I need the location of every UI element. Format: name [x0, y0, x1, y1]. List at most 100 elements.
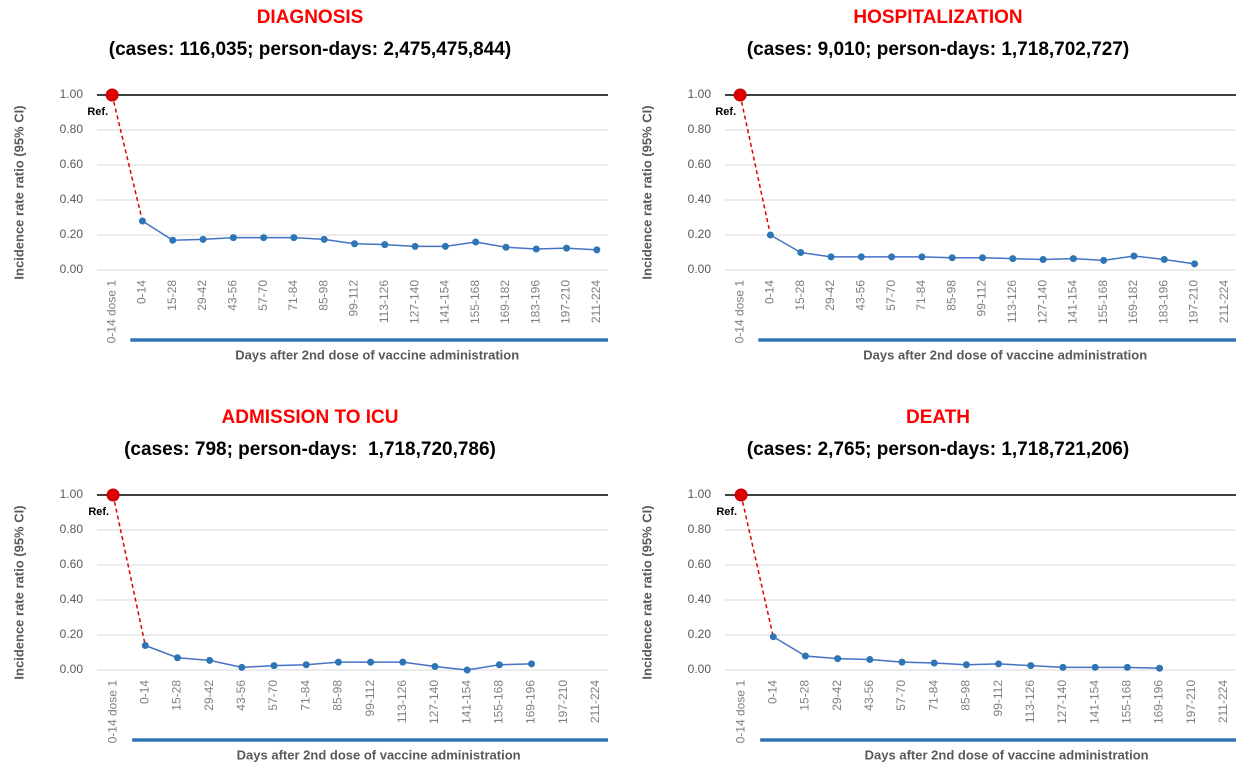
y-tick-label: 0.20 [688, 627, 712, 641]
data-point [769, 633, 777, 641]
data-point [1156, 664, 1164, 672]
chart-panel: ADMISSION TO ICU (cases: 798; person-days… [11, 407, 608, 762]
x-tick-label: 211-224 [588, 680, 602, 723]
data-point [930, 659, 938, 667]
reference-point [733, 88, 747, 102]
data-point [169, 236, 177, 244]
x-tick-label: 127-140 [427, 680, 441, 724]
data-point [367, 658, 375, 666]
data-point [1100, 256, 1108, 264]
series-line [142, 220, 597, 251]
y-tick-label: 0.60 [60, 557, 84, 571]
data-point [857, 253, 865, 261]
y-tick-label: 0.20 [60, 227, 84, 241]
data-point [334, 658, 342, 666]
x-tick-label: 155-168 [492, 680, 506, 724]
x-tick-label: 113-126 [395, 680, 409, 723]
x-tick-label: 183-196 [1156, 280, 1170, 324]
x-tick-label: 169-182 [498, 280, 512, 324]
x-tick-label: 99-112 [991, 680, 1005, 717]
x-tick-label: 197-210 [1184, 680, 1198, 724]
y-tick-label: 0.20 [688, 227, 712, 241]
data-point [472, 238, 480, 246]
x-tick-label: 15-28 [793, 280, 807, 311]
x-tick-label: 155-168 [1096, 280, 1110, 324]
x-tick-label: 155-168 [1120, 680, 1134, 724]
chart-panel: DIAGNOSIS (cases: 116,035; person-days: 2… [11, 7, 608, 362]
x-tick-label: 183-196 [528, 280, 542, 324]
data-point [320, 235, 328, 243]
chart-subtitle: (cases: 798; person-days: 1,718,720,786) [124, 439, 496, 460]
reference-label: Ref. [88, 506, 109, 518]
data-point [1059, 663, 1067, 671]
data-point [1069, 255, 1077, 263]
x-tick-label: 155-168 [468, 280, 482, 324]
chart-subtitle: (cases: 9,010; person-days: 1,718,702,72… [747, 39, 1129, 60]
x-tick-label: 71-84 [914, 280, 928, 311]
x-tick-label: 43-56 [862, 680, 876, 711]
x-tick-label: 29-42 [823, 280, 837, 311]
data-point [399, 658, 407, 666]
y-tick-label: 0.40 [688, 192, 712, 206]
y-tick-label: 1.00 [60, 87, 84, 101]
data-point [431, 663, 439, 670]
chart-title: DEATH [906, 407, 970, 428]
y-axis-title: Incidence rate ratio (95% CI) [11, 505, 26, 679]
x-tick-label: 85-98 [331, 680, 345, 711]
data-point [463, 666, 471, 674]
data-point [229, 234, 237, 242]
y-tick-label: 1.00 [688, 87, 712, 101]
x-tick-label: 43-56 [225, 280, 239, 311]
x-tick-label: 141-154 [438, 280, 452, 324]
data-point [898, 658, 906, 666]
chart-subtitle: (cases: 2,765; person-days: 1,718,721,20… [747, 439, 1129, 460]
x-tick-label: 29-42 [195, 280, 209, 311]
x-tick-label: 169-182 [1126, 280, 1140, 324]
reference-label: Ref. [87, 106, 108, 118]
data-point [1039, 256, 1047, 263]
data-point [593, 246, 601, 254]
y-tick-label: 0.80 [60, 122, 84, 136]
x-tick-label: 0-14 dose 1 [105, 680, 119, 744]
data-point [827, 253, 835, 261]
x-tick-label: 211-224 [1217, 280, 1231, 323]
y-tick-label: 0.20 [60, 627, 84, 641]
series-line [145, 644, 532, 671]
data-point [260, 234, 268, 242]
x-tick-label: 0-14 dose 1 [104, 280, 118, 344]
data-point [866, 656, 874, 663]
x-tick-label: 57-70 [884, 280, 898, 311]
ref-connector [740, 494, 775, 637]
x-tick-label: 29-42 [830, 680, 844, 711]
x-tick-label: 141-154 [1066, 280, 1080, 324]
data-point [206, 656, 214, 664]
x-tick-label: 57-70 [266, 680, 280, 711]
y-tick-label: 1.00 [688, 487, 712, 501]
x-tick-label: 57-70 [894, 680, 908, 711]
y-tick-label: 0.60 [60, 157, 84, 171]
data-point [888, 253, 896, 261]
data-point [351, 240, 358, 248]
x-tick-label: 113-126 [377, 280, 391, 323]
chart-title: DIAGNOSIS [257, 7, 364, 28]
reference-label: Ref. [716, 506, 737, 518]
reference-point [106, 488, 120, 502]
data-point [948, 254, 956, 262]
data-point [1009, 255, 1017, 263]
x-tick-label: 127-140 [1055, 680, 1069, 724]
x-tick-label: 113-126 [1023, 680, 1037, 723]
data-point [797, 249, 805, 256]
x-axis-title: Days after 2nd dose of vaccine administr… [235, 347, 519, 362]
y-axis-title: Incidence rate ratio (95% CI) [639, 105, 654, 279]
y-tick-label: 0.00 [60, 262, 84, 276]
data-point [199, 235, 207, 243]
x-tick-label: 211-224 [589, 280, 603, 323]
x-tick-label: 141-154 [459, 680, 473, 724]
x-tick-label: 43-56 [234, 680, 248, 711]
data-point [138, 217, 146, 225]
data-point [918, 253, 926, 261]
ref-connector [739, 94, 772, 236]
x-tick-label: 127-140 [1035, 280, 1049, 324]
data-point [1123, 663, 1131, 671]
